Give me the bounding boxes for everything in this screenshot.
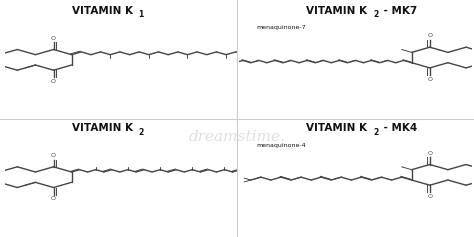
Text: - MK4: - MK4 — [380, 123, 417, 133]
Text: 2: 2 — [138, 128, 144, 137]
Text: 1: 1 — [138, 10, 144, 19]
Text: O: O — [51, 36, 56, 41]
Text: dreamstime.: dreamstime. — [189, 130, 285, 145]
Text: 2: 2 — [373, 10, 378, 19]
Text: menaquinone-4: menaquinone-4 — [256, 143, 306, 148]
Text: - MK7: - MK7 — [380, 6, 417, 16]
Text: O: O — [51, 153, 56, 158]
Text: O: O — [51, 196, 56, 201]
Text: O: O — [428, 194, 432, 199]
Text: VITAMIN K: VITAMIN K — [72, 6, 133, 16]
Text: VITAMIN K: VITAMIN K — [306, 6, 367, 16]
Text: O: O — [428, 77, 432, 82]
Text: 2: 2 — [373, 128, 378, 137]
Text: menaquinone-7: menaquinone-7 — [256, 25, 306, 30]
Text: O: O — [428, 151, 432, 156]
Text: VITAMIN K: VITAMIN K — [306, 123, 367, 133]
Text: O: O — [51, 79, 56, 84]
Text: VITAMIN K: VITAMIN K — [72, 123, 133, 133]
Text: O: O — [428, 33, 432, 38]
